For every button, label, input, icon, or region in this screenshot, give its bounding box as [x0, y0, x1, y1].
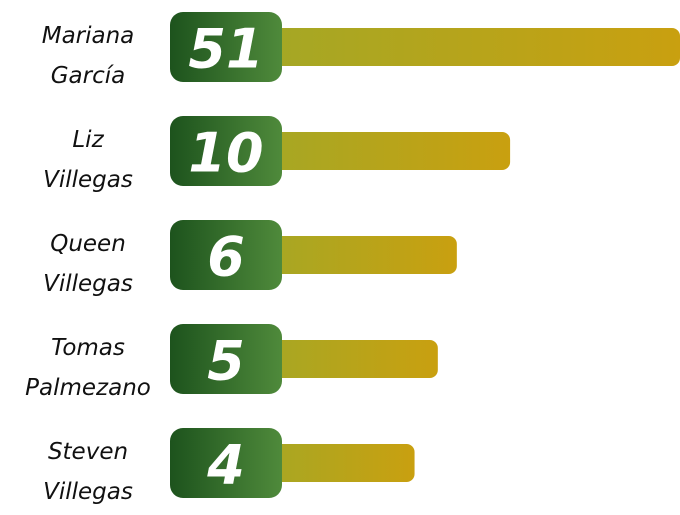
category-label: Queen — [50, 231, 126, 257]
category-label: Tomas — [51, 335, 125, 361]
category-label: Palmezano — [25, 375, 151, 401]
category-label: Liz — [72, 127, 104, 153]
category-label: García — [51, 63, 126, 89]
value-box — [170, 220, 282, 290]
value-label: 5 — [207, 330, 245, 393]
category-label: Mariana — [42, 23, 135, 49]
value-label: 51 — [188, 18, 263, 81]
value-label: 10 — [188, 122, 263, 185]
category-label: Steven — [48, 439, 128, 465]
value-label: 4 — [206, 434, 245, 497]
bar — [250, 236, 457, 274]
value-box — [170, 116, 282, 186]
bar — [250, 444, 415, 482]
bar — [250, 28, 680, 66]
value-box — [170, 324, 282, 394]
bar — [250, 340, 438, 378]
category-label: Villegas — [43, 479, 133, 505]
bar — [250, 132, 511, 170]
value-label: 6 — [207, 226, 245, 289]
category-label: Villegas — [43, 167, 133, 193]
value-box — [170, 12, 282, 82]
value-box — [170, 428, 282, 498]
category-label: Villegas — [43, 271, 133, 297]
